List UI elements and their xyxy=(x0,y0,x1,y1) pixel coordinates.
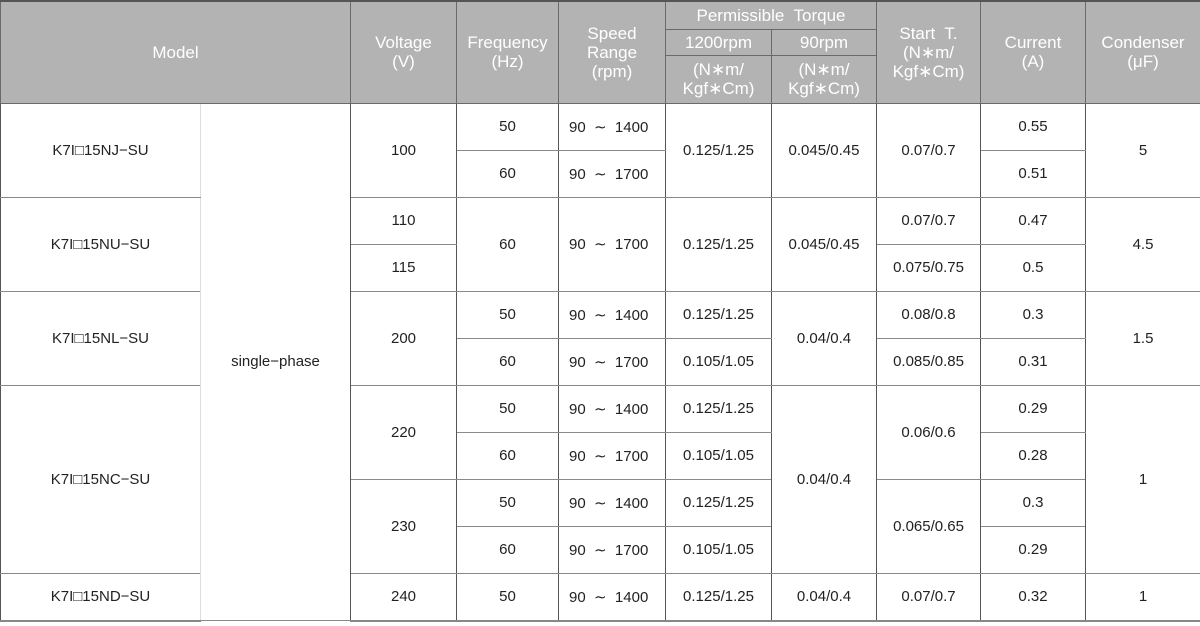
cell-voltage: 240 xyxy=(350,572,457,622)
cell-current: 0.47 xyxy=(980,196,1087,245)
cell-model: K7I□15NC−SU xyxy=(0,384,201,574)
header-permissible-torque: Permissible Torque xyxy=(664,0,878,30)
cell-start-torque: 0.07/0.7 xyxy=(876,196,982,245)
cell-phase: single−phase xyxy=(200,102,351,621)
cell-frequency: 60 xyxy=(456,196,559,292)
cell-speed: 90 ∼ 1400 xyxy=(558,102,666,151)
cell-start-torque: 0.085/0.85 xyxy=(876,337,982,386)
cell-current: 0.31 xyxy=(980,337,1087,386)
table-row: 115 0.075/0.75 0.5 xyxy=(1,243,1200,292)
table-row: 60 90 ∼ 1700 0.105/1.05 0.29 xyxy=(1,525,1200,574)
cell-condenser: 1 xyxy=(1085,572,1200,622)
cell-frequency: 50 xyxy=(456,290,559,339)
cell-torque-90: 0.04/0.4 xyxy=(770,572,878,622)
cell-torque-1200: 0.125/1.25 xyxy=(665,384,772,433)
header-condenser: Condenser (μF) xyxy=(1085,0,1200,104)
cell-torque-90: 0.04/0.4 xyxy=(770,290,878,386)
table-row: 60 90 ∼ 1700 0.105/1.05 0.085/0.85 0.31 xyxy=(1,337,1200,386)
cell-torque-1200: 0.125/1.25 xyxy=(665,478,772,527)
cell-speed: 90 ∼ 1700 xyxy=(558,337,666,386)
cell-speed: 90 ∼ 1700 xyxy=(558,431,666,480)
cell-torque-1200: 0.125/1.25 xyxy=(665,572,772,622)
cell-current: 0.32 xyxy=(980,572,1087,622)
cell-voltage: 115 xyxy=(350,243,457,292)
cell-frequency: 60 xyxy=(456,149,559,198)
cell-frequency: 50 xyxy=(456,572,559,622)
cell-voltage: 200 xyxy=(350,290,457,386)
table-row: K7I□15NL−SU 200 50 90 ∼ 1400 0.125/1.25 0.04/… xyxy=(0,290,1200,386)
cell-voltage: 220 xyxy=(350,384,457,480)
cell-start-torque: 0.065/0.65 xyxy=(876,478,982,574)
cell-speed: 90 ∼ 1700 xyxy=(558,525,666,574)
cell-torque-1200: 0.105/1.05 xyxy=(665,337,772,386)
cell-torque-1200: 0.105/1.05 xyxy=(665,431,772,480)
cell-start-torque: 0.07/0.7 xyxy=(876,572,982,622)
table-row: K7I□15NU−SU 110 60 90 ∼ 1700 0.125/1.25 0.045… xyxy=(0,196,1200,292)
cell-current: 0.28 xyxy=(980,431,1087,480)
cell-torque-1200: 0.125/1.25 xyxy=(665,196,772,292)
cell-model: K7I□15NL−SU xyxy=(0,290,201,386)
cell-start-torque: 0.06/0.6 xyxy=(876,384,982,480)
cell-torque-90: 0.045/0.45 xyxy=(770,196,878,292)
cell-start-torque: 0.07/0.7 xyxy=(876,102,982,198)
cell-frequency: 50 xyxy=(456,478,559,527)
cell-start-torque: 0.075/0.75 xyxy=(876,243,982,292)
cell-condenser: 4.5 xyxy=(1085,196,1200,292)
cell-voltage: 110 xyxy=(350,196,457,245)
cell-speed: 90 ∼ 1400 xyxy=(558,572,666,622)
cell-current: 0.51 xyxy=(980,149,1087,198)
table-row: K7I□15NC−SU 220 50 90 ∼ 1400 0.125/1.25 0.04/… xyxy=(0,384,1200,574)
cell-current: 0.29 xyxy=(980,525,1087,574)
header-1200rpm: 1200rpm xyxy=(665,28,772,56)
header-frequency: Frequency (Hz) xyxy=(456,0,559,104)
cell-speed: 90 ∼ 1700 xyxy=(558,149,666,198)
cell-start-torque: 0.08/0.8 xyxy=(876,290,982,339)
cell-torque-90: 0.04/0.4 xyxy=(770,384,878,574)
cell-speed: 90 ∼ 1700 xyxy=(558,196,666,292)
table-row: 230 50 90 ∼ 1400 0.125/1.25 0.065/0.65 0.3 xyxy=(1,478,1200,574)
cell-speed: 90 ∼ 1400 xyxy=(558,478,666,527)
header-current: Current (A) xyxy=(980,0,1087,104)
cell-frequency: 60 xyxy=(456,337,559,386)
header-speed-range: Speed Range (rpm) xyxy=(558,0,666,104)
header-voltage: Voltage (V) xyxy=(350,0,457,104)
cell-current: 0.3 xyxy=(980,478,1087,527)
cell-model: K7I□15ND−SU xyxy=(0,572,201,622)
cell-torque-1200: 0.125/1.25 xyxy=(665,102,772,198)
header-90rpm-unit: (N∗m/ Kgf∗Cm) xyxy=(770,54,878,104)
header-1200rpm-unit: (N∗m/ Kgf∗Cm) xyxy=(665,54,772,104)
cell-model: K7I□15NJ−SU xyxy=(0,102,201,198)
table-row: K7I□15NJ−SU single−phase 100 50 90 ∼ 1400 0.1… xyxy=(0,102,1200,621)
cell-frequency: 50 xyxy=(456,384,559,433)
cell-speed: 90 ∼ 1400 xyxy=(558,384,666,433)
cell-condenser: 1.5 xyxy=(1085,290,1200,386)
cell-frequency: 50 xyxy=(456,102,559,151)
cell-frequency: 60 xyxy=(456,525,559,574)
table-row: 60 90 ∼ 1700 0.51 xyxy=(1,149,1200,198)
header-model: Model xyxy=(0,0,351,104)
cell-voltage: 230 xyxy=(350,478,457,574)
cell-voltage: 100 xyxy=(350,102,457,198)
cell-frequency: 60 xyxy=(456,431,559,480)
table-body: K7I□15NJ−SU single−phase 100 50 90 ∼ 1400 0.1… xyxy=(0,102,1200,622)
cell-current: 0.3 xyxy=(980,290,1087,339)
cell-condenser: 1 xyxy=(1085,384,1200,574)
table-row: K7I□15ND−SU 240 50 90 ∼ 1400 0.125/1.25 0.04/… xyxy=(0,572,1200,622)
cell-current: 0.29 xyxy=(980,384,1087,433)
cell-model: K7I□15NU−SU xyxy=(0,196,201,292)
header-90rpm: 90rpm xyxy=(770,28,878,56)
cell-condenser: 5 xyxy=(1085,102,1200,198)
cell-torque-90: 0.045/0.45 xyxy=(770,102,878,198)
cell-current: 0.5 xyxy=(980,243,1087,292)
cell-torque-1200: 0.105/1.05 xyxy=(665,525,772,574)
header-start-torque: Start T. (N∗m/ Kgf∗Cm) xyxy=(876,0,982,104)
cell-torque-1200: 0.125/1.25 xyxy=(665,290,772,339)
cell-speed: 90 ∼ 1400 xyxy=(558,290,666,339)
cell-current: 0.55 xyxy=(980,102,1087,151)
